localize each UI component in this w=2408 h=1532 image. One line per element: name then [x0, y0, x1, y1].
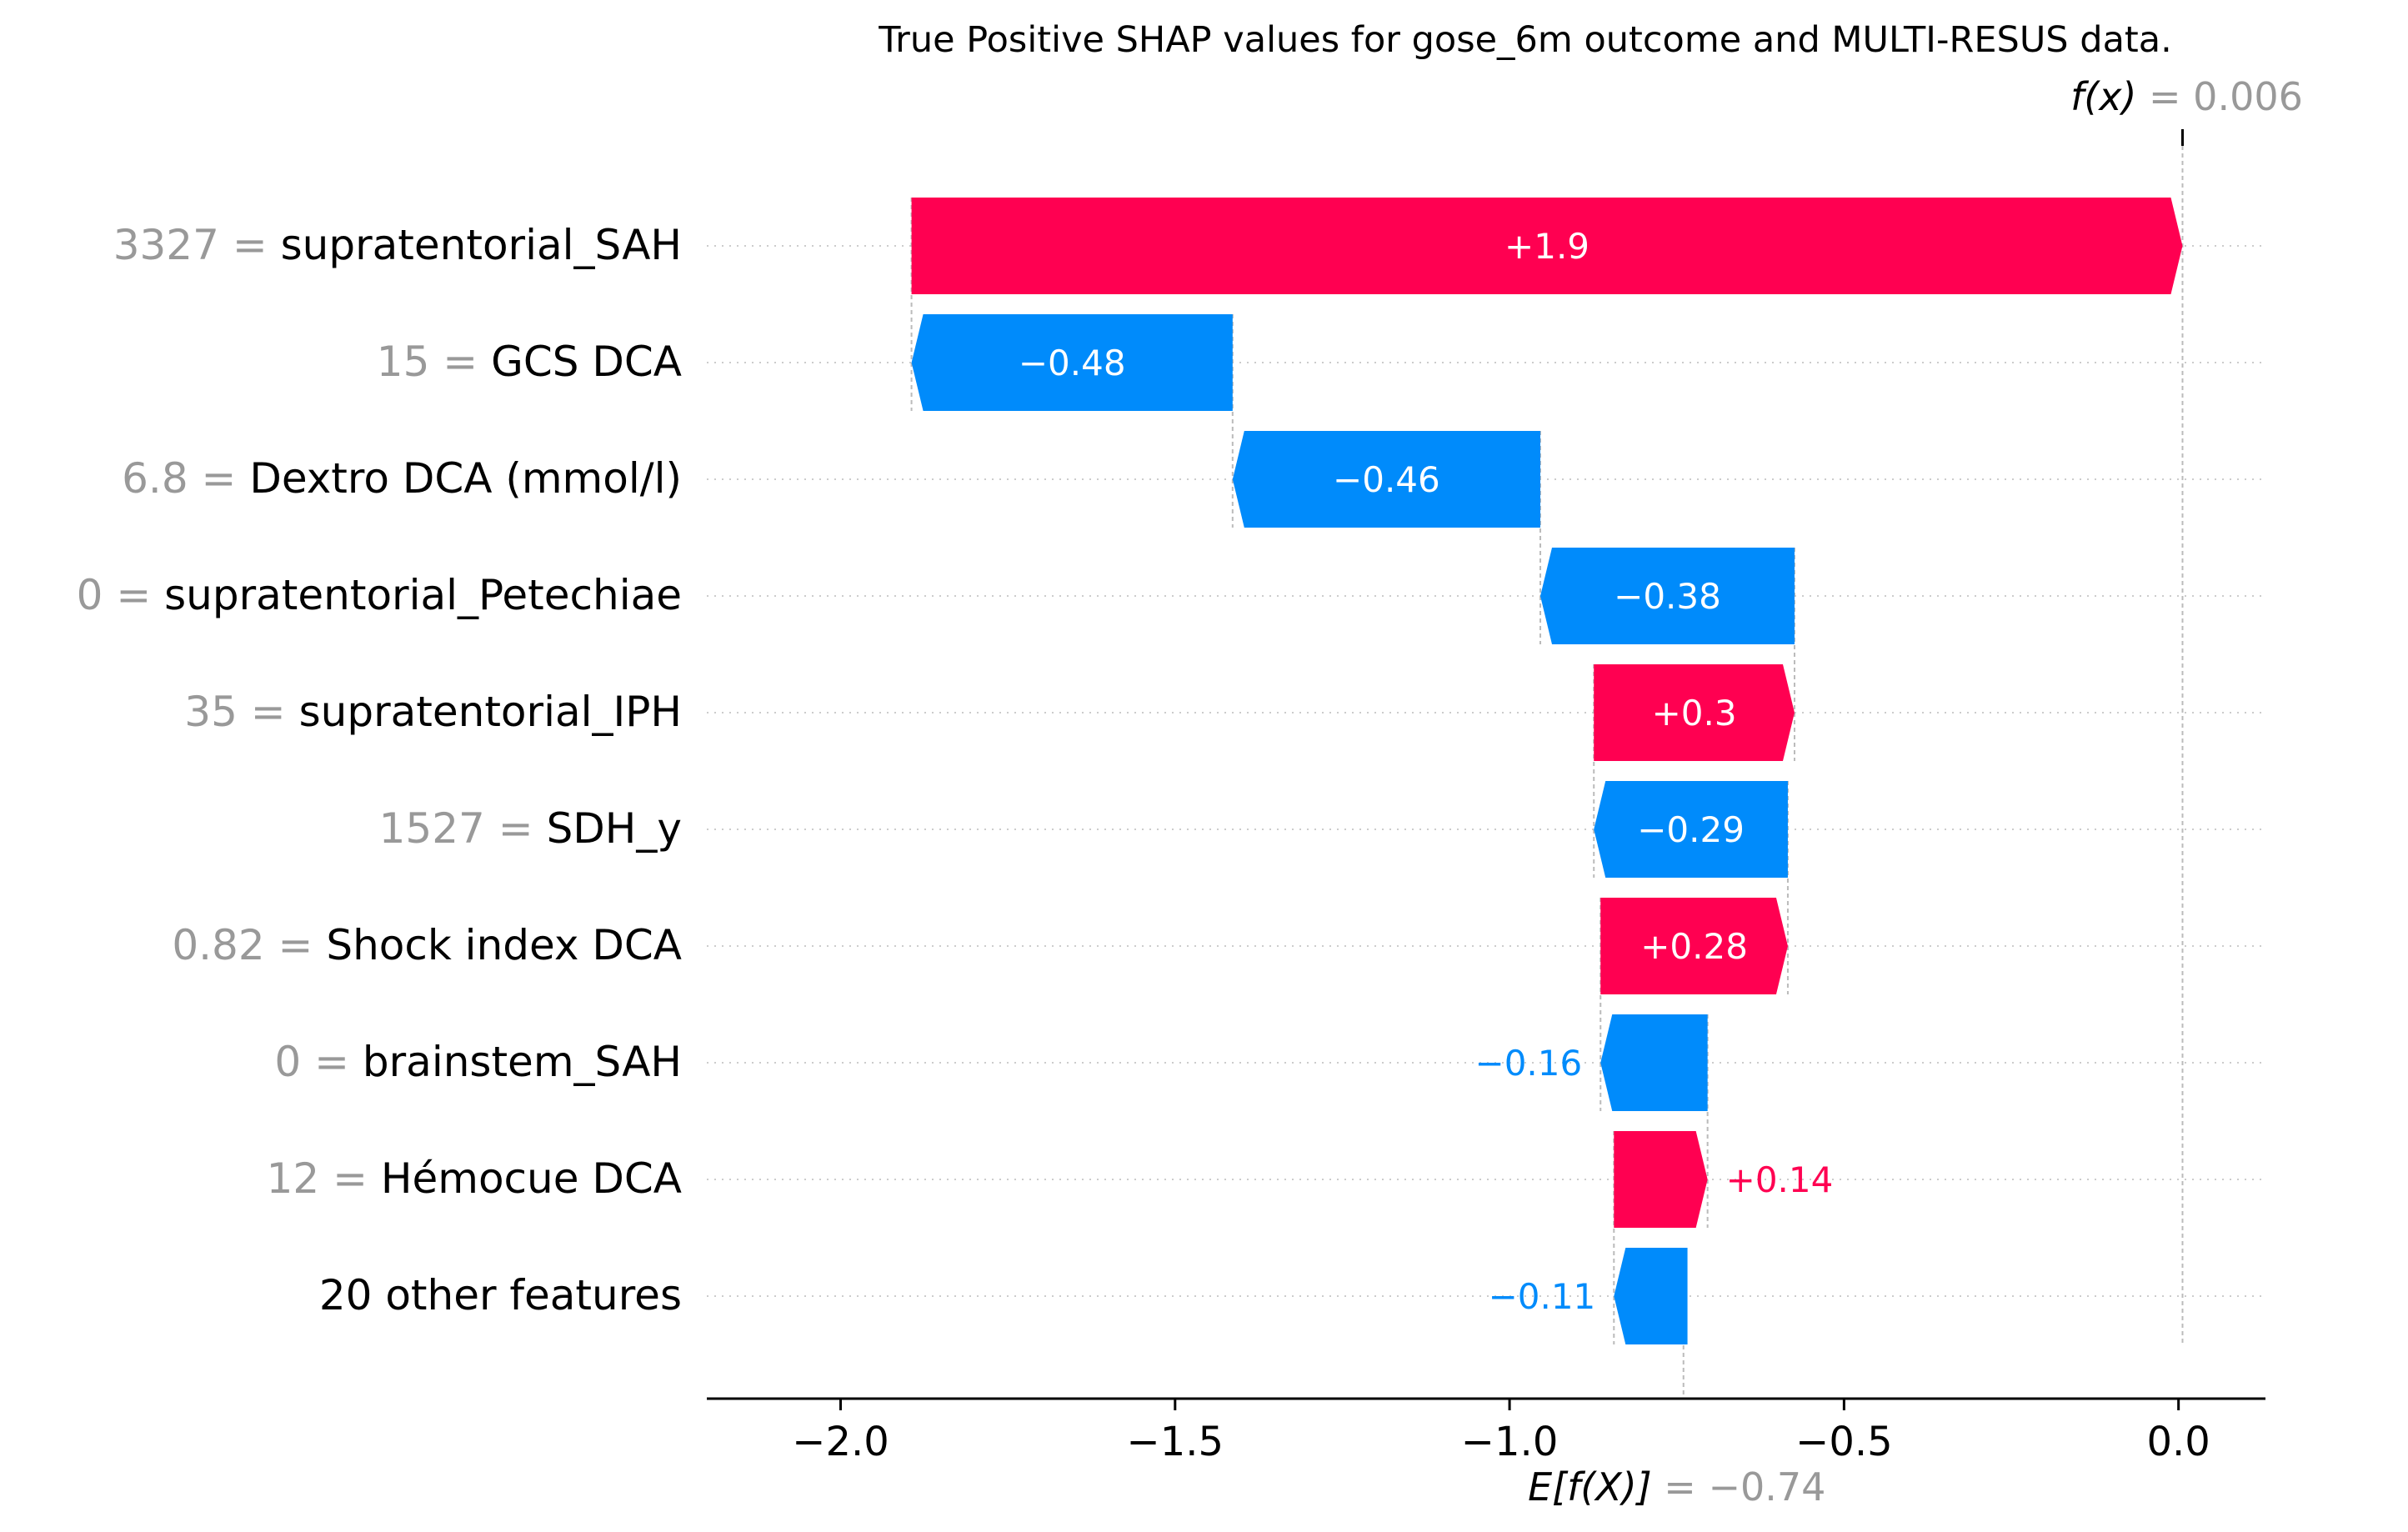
- bar-6: [1594, 781, 1788, 878]
- feature-label: 0 = brainstem_SAH: [274, 1038, 682, 1086]
- bar-value-label: +0.14: [1726, 1159, 1834, 1200]
- feature-labels: 3327 = supratentorial_SAH 15 = GCS DCA 6.8…: [77, 221, 682, 1319]
- bar-value-label: +0.3: [1652, 693, 1737, 733]
- bar-5: [1594, 664, 1795, 761]
- x-axis: −2.0 −1.5 −1.0 −0.5 0.0: [707, 1397, 2265, 1465]
- bar-value-label: −0.16: [1475, 1043, 1583, 1084]
- bar-10: [1614, 1248, 1688, 1344]
- feature-label: 0 = supratentorial_Petechiae: [77, 571, 682, 619]
- bar-value-label: −0.48: [1019, 343, 1126, 383]
- bar-7: [1600, 898, 1788, 994]
- output-value-label: f(x) = 0.006: [2070, 74, 2303, 119]
- bar-1: [911, 198, 2183, 294]
- bar-value-label: −0.11: [1489, 1276, 1596, 1317]
- x-tick-label: −1.5: [1127, 1419, 1224, 1465]
- bar-8: [1600, 1014, 1708, 1111]
- bar-4: [1540, 548, 1795, 644]
- bar-3: [1232, 431, 1541, 528]
- feature-label: 12 = Hémocue DCA: [267, 1154, 682, 1203]
- bar-9: [1614, 1131, 1708, 1228]
- feature-label: 0.82 = Shock index DCA: [172, 921, 682, 969]
- x-tick-label: −2.0: [792, 1419, 889, 1465]
- bar-value-label: −0.46: [1333, 459, 1440, 500]
- x-tick-label: −0.5: [1795, 1419, 1893, 1465]
- annotations: E[f(X)] = −0.74 f(x) = 0.006: [1528, 74, 2303, 1509]
- base-value-label: E[f(X)] = −0.74: [1528, 1464, 1825, 1509]
- feature-label: 15 = GCS DCA: [377, 338, 682, 386]
- chart-title: True Positive SHAP values for gose_6m ou…: [878, 19, 2172, 61]
- feature-label: 35 = supratentorial_IPH: [184, 688, 682, 736]
- feature-label: 1527 = SDH_y: [379, 804, 682, 853]
- bar-value-label: +1.9: [1504, 226, 1589, 267]
- bar-value-label: −0.29: [1637, 809, 1745, 850]
- x-tick-label: −1.0: [1461, 1419, 1559, 1465]
- feature-label: 20 other features: [319, 1271, 682, 1319]
- bar-value-label: +0.28: [1640, 926, 1748, 967]
- bars: +1.9 −0.48 −0.46 −0.38 +0.3 −0.29 +0.28 −0.16 +0…: [911, 198, 2183, 1344]
- feature-label: 3327 = supratentorial_SAH: [113, 221, 682, 269]
- x-tick-label: 0.0: [2146, 1419, 2210, 1465]
- feature-label: 6.8 = Dextro DCA (mmol/l): [122, 454, 682, 503]
- bar-value-label: −0.38: [1614, 576, 1721, 617]
- bar-2: [911, 314, 1233, 411]
